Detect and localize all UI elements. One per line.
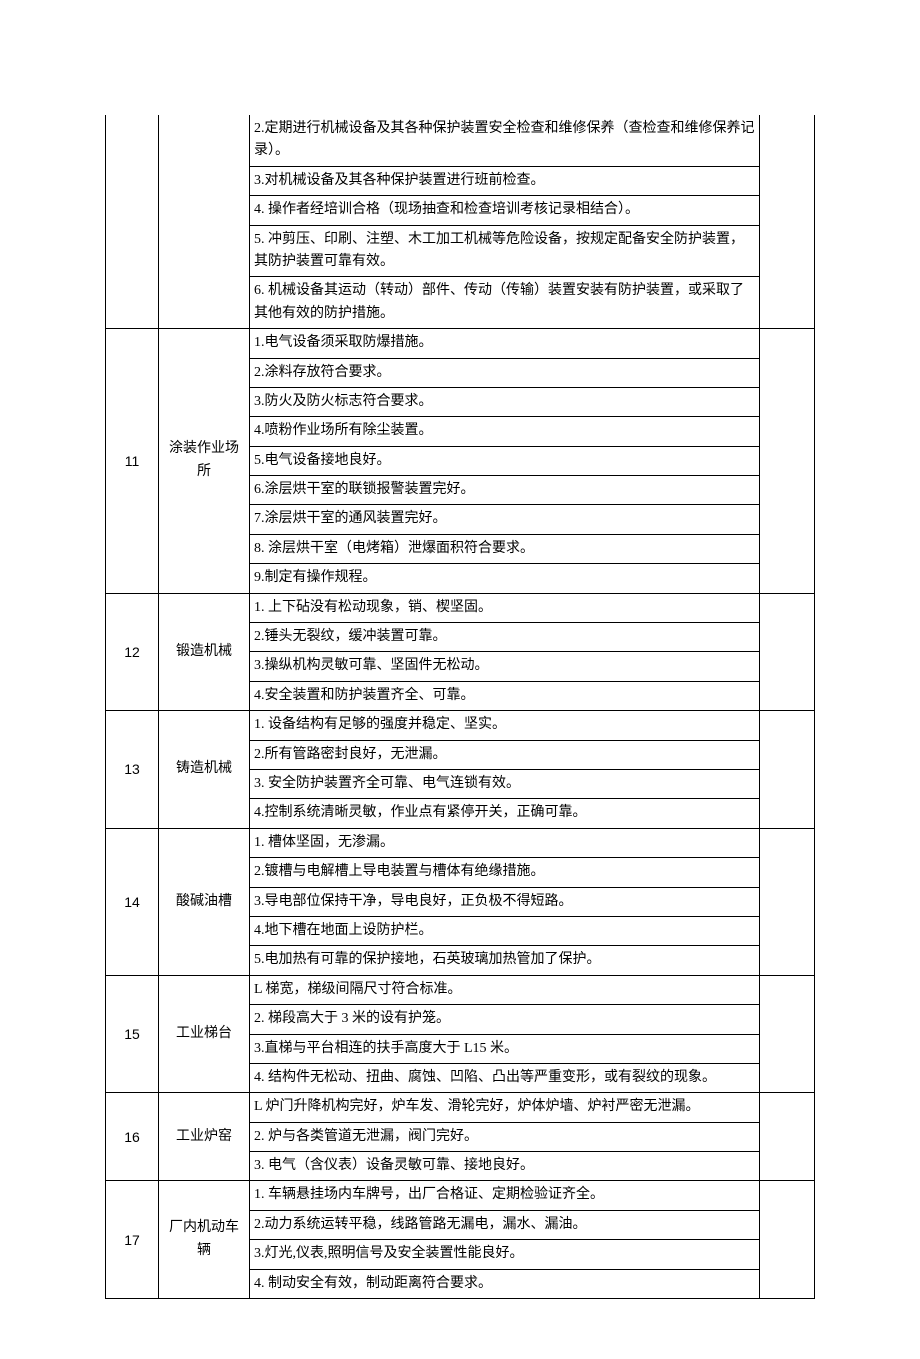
table-row: 15工业梯台L 梯宽，梯级间隔尺寸符合标准。 xyxy=(106,975,815,1004)
table-row: 16工业炉窑L 炉门升降机构完好，炉车发、滑轮完好，炉体炉墙、炉衬严密无泄漏。 xyxy=(106,1093,815,1122)
item-cell: 3. 安全防护装置齐全可靠、电气连锁有效。 xyxy=(250,769,760,798)
remark-cell xyxy=(760,828,815,975)
table-row: 12锻造机械1. 上下砧没有松动现象，销、楔坚固。 xyxy=(106,593,815,622)
item-cell: 2.定期进行机械设备及其各种保护装置安全检查和维修保养（查检查和维修保养记录）。 xyxy=(250,115,760,166)
item-cell: 5.电气设备接地良好。 xyxy=(250,446,760,475)
item-cell: 1. 上下砧没有松动现象，销、楔坚固。 xyxy=(250,593,760,622)
item-cell: 1.电气设备须采取防爆措施。 xyxy=(250,329,760,358)
remark-cell xyxy=(760,711,815,829)
item-cell: 3. 电气（含仪表）设备灵敏可靠、接地良好。 xyxy=(250,1152,760,1181)
item-cell: 5. 冲剪压、印刷、注塑、木工加工机械等危险设备，按规定配备安全防护装置，其防护… xyxy=(250,225,760,277)
item-cell: 2.涂料存放符合要求。 xyxy=(250,358,760,387)
table-row: 2.定期进行机械设备及其各种保护装置安全检查和维修保养（查检查和维修保养记录）。 xyxy=(106,115,815,166)
item-cell: 4. 操作者经培训合格（现场抽查和检查培训考核记录相结合）。 xyxy=(250,196,760,225)
row-number: 14 xyxy=(106,828,159,975)
item-cell: 6. 机械设备其运动（转动）部件、传动（传输）装置安装有防护装置，或采取了其他有… xyxy=(250,277,760,329)
item-cell: 2. 炉与各类管道无泄漏，阀门完好。 xyxy=(250,1122,760,1151)
category-cell: 工业梯台 xyxy=(159,975,250,1093)
category-cell: 铸造机械 xyxy=(159,711,250,829)
item-cell: 2.动力系统运转平稳，线路管路无漏电，漏水、漏油。 xyxy=(250,1210,760,1239)
item-cell: 3.灯光,仪表,照明信号及安全装置性能良好。 xyxy=(250,1240,760,1269)
item-cell: L 炉门升降机构完好，炉车发、滑轮完好，炉体炉墙、炉衬严密无泄漏。 xyxy=(250,1093,760,1122)
remark-cell xyxy=(760,593,815,711)
item-cell: 3.防火及防火标志符合要求。 xyxy=(250,387,760,416)
item-cell: 2.镀槽与电解槽上导电装置与槽体有绝缘措施。 xyxy=(250,858,760,887)
item-cell: 4. 结构件无松动、扭曲、腐蚀、凹陷、凸出等严重变形，或有裂纹的现象。 xyxy=(250,1063,760,1092)
item-cell: 8. 涂层烘干室（电烤箱）泄爆面积符合要求。 xyxy=(250,534,760,563)
item-cell: 5.电加热有可靠的保护接地，石英玻璃加热管加了保护。 xyxy=(250,946,760,975)
remark-cell xyxy=(760,1093,815,1181)
row-number: 12 xyxy=(106,593,159,711)
item-cell: 9.制定有操作规程。 xyxy=(250,564,760,593)
item-cell: 3.对机械设备及其各种保护装置进行班前检查。 xyxy=(250,166,760,195)
item-cell: 2.锤头无裂纹，缓冲装置可靠。 xyxy=(250,623,760,652)
item-cell: 3.直梯与平台相连的扶手高度大于 L15 米。 xyxy=(250,1034,760,1063)
table-row: 13铸造机械1. 设备结构有足够的强度并稳定、坚实。 xyxy=(106,711,815,740)
item-cell: 4.安全装置和防护装置齐全、可靠。 xyxy=(250,681,760,710)
category-cell: 涂装作业场所 xyxy=(159,329,250,594)
category-cell: 工业炉窑 xyxy=(159,1093,250,1181)
item-cell: 6.涂层烘干室的联锁报警装置完好。 xyxy=(250,476,760,505)
item-cell: 4.控制系统清晰灵敏，作业点有紧停开关，正确可靠。 xyxy=(250,799,760,828)
table-row: 17厂内机动车辆1. 车辆悬挂场内车牌号，出厂合格证、定期检验证齐全。 xyxy=(106,1181,815,1210)
item-cell: 1. 槽体坚固，无渗漏。 xyxy=(250,828,760,857)
table-row: 11涂装作业场所1.电气设备须采取防爆措施。 xyxy=(106,329,815,358)
remark-cell xyxy=(760,975,815,1093)
row-number xyxy=(106,115,159,329)
item-cell: 2. 梯段高大于 3 米的设有护笼。 xyxy=(250,1005,760,1034)
row-number: 17 xyxy=(106,1181,159,1299)
item-cell: 3.操纵机构灵敏可靠、坚固件无松动。 xyxy=(250,652,760,681)
row-number: 15 xyxy=(106,975,159,1093)
remark-cell xyxy=(760,329,815,594)
row-number: 13 xyxy=(106,711,159,829)
table-row: 14酸碱油槽1. 槽体坚固，无渗漏。 xyxy=(106,828,815,857)
category-cell xyxy=(159,115,250,329)
item-cell: L 梯宽，梯级间隔尺寸符合标准。 xyxy=(250,975,760,1004)
row-number: 11 xyxy=(106,329,159,594)
category-cell: 锻造机械 xyxy=(159,593,250,711)
item-cell: 7.涂层烘干室的通风装置完好。 xyxy=(250,505,760,534)
remark-cell xyxy=(760,1181,815,1299)
row-number: 16 xyxy=(106,1093,159,1181)
document-page: 2.定期进行机械设备及其各种保护装置安全检查和维修保养（查检查和维修保养记录）。… xyxy=(0,0,920,1359)
remark-cell xyxy=(760,115,815,329)
item-cell: 1. 车辆悬挂场内车牌号，出厂合格证、定期检验证齐全。 xyxy=(250,1181,760,1210)
category-cell: 厂内机动车辆 xyxy=(159,1181,250,1299)
item-cell: 4.地下槽在地面上设防护栏。 xyxy=(250,916,760,945)
category-cell: 酸碱油槽 xyxy=(159,828,250,975)
inspection-table: 2.定期进行机械设备及其各种保护装置安全检查和维修保养（查检查和维修保养记录）。… xyxy=(105,115,815,1299)
item-cell: 4.喷粉作业场所有除尘装置。 xyxy=(250,417,760,446)
item-cell: 2.所有管路密封良好，无泄漏。 xyxy=(250,740,760,769)
item-cell: 1. 设备结构有足够的强度并稳定、坚实。 xyxy=(250,711,760,740)
item-cell: 4. 制动安全有效，制动距离符合要求。 xyxy=(250,1269,760,1298)
item-cell: 3.导电部位保持干净，导电良好，正负极不得短路。 xyxy=(250,887,760,916)
